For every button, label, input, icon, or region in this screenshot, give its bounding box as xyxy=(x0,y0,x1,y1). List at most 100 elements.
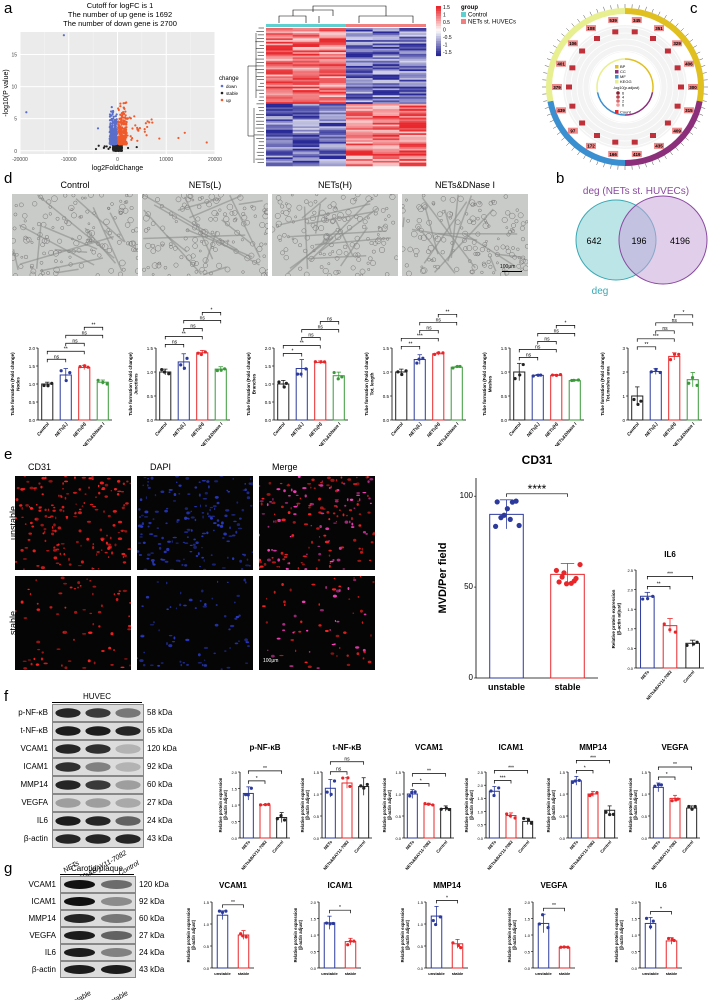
cell xyxy=(12,251,14,255)
signal xyxy=(195,541,199,545)
significance-bracket xyxy=(46,358,67,363)
signal xyxy=(351,522,354,526)
data-point xyxy=(352,939,356,943)
signal xyxy=(56,648,61,650)
y-tick-label: 1.5 xyxy=(231,786,237,791)
color-scale-segment xyxy=(436,13,441,17)
up-point xyxy=(119,120,122,123)
signal xyxy=(101,650,105,652)
heatmap-cell xyxy=(346,93,373,96)
significance-label: ns xyxy=(336,767,342,773)
heatmap-cell xyxy=(346,155,373,158)
heatmap-cell xyxy=(346,110,373,113)
tube xyxy=(54,248,88,254)
heatmap-cell xyxy=(346,91,373,94)
pvalue-box xyxy=(579,48,586,54)
heatmap-cell xyxy=(399,33,427,36)
heatmap-cell xyxy=(399,97,427,100)
count-label: 539 xyxy=(609,18,617,23)
heatmap-cell xyxy=(399,60,427,63)
band xyxy=(100,880,133,889)
signal xyxy=(356,652,360,656)
signal xyxy=(195,555,199,557)
heatmap-cell xyxy=(266,64,293,67)
y-axis-label: Relative protein expression(β-actin adju… xyxy=(400,907,410,962)
stable-point xyxy=(97,144,100,147)
bar xyxy=(652,786,664,839)
signal xyxy=(347,586,350,591)
y-axis-label-line: Tube formation (Fold change) xyxy=(128,352,133,416)
heatmap-cell xyxy=(319,115,347,118)
y-axis-label: Relative protein expression(β-actin adju… xyxy=(218,777,228,832)
up-point xyxy=(120,141,123,144)
signal xyxy=(209,506,214,509)
cell xyxy=(191,198,195,202)
cell xyxy=(73,200,78,205)
signal xyxy=(129,482,131,485)
y-axis-label: Relative protein expression(β-actin adju… xyxy=(546,777,556,832)
tick-mark xyxy=(651,161,654,166)
signal xyxy=(151,560,155,565)
heatmap-cell xyxy=(399,153,427,156)
data-point xyxy=(348,784,352,789)
cell xyxy=(208,216,214,222)
signal xyxy=(88,477,92,480)
signal xyxy=(197,552,200,556)
cell xyxy=(119,203,126,210)
x-tick-label: 0 xyxy=(116,157,119,163)
down-point xyxy=(108,138,111,141)
heatmap-cell xyxy=(346,67,373,70)
data-point xyxy=(415,361,419,365)
signal xyxy=(26,480,30,483)
heatmap-cell xyxy=(372,86,400,89)
data-point xyxy=(573,575,579,582)
data-point xyxy=(632,397,636,402)
signal xyxy=(367,480,370,484)
signal xyxy=(146,553,151,556)
heatmap-cell xyxy=(319,119,347,122)
signal xyxy=(287,511,291,515)
signal xyxy=(293,630,296,633)
y-tick-label: 1.5 xyxy=(559,770,565,775)
y-axis-label: Tube formation (Fold change)Tot.meshes a… xyxy=(600,352,611,416)
cell xyxy=(241,221,247,227)
signal xyxy=(27,659,31,661)
center-disc xyxy=(590,52,660,122)
signal xyxy=(245,564,250,567)
band xyxy=(55,726,81,736)
cell xyxy=(404,263,409,268)
y-axis-label: Relative protein expression(β-actin adju… xyxy=(507,907,517,962)
data-point xyxy=(426,802,431,806)
cell xyxy=(202,257,209,264)
signal xyxy=(194,607,197,610)
data-point xyxy=(282,818,287,822)
data-point xyxy=(331,921,335,926)
cell xyxy=(68,255,72,259)
signal xyxy=(242,489,246,491)
heatmap-cell xyxy=(266,90,293,93)
cell xyxy=(505,210,511,216)
y-tick-label: 1.0 xyxy=(203,922,209,927)
legend-label: up xyxy=(226,98,232,103)
down-point xyxy=(113,134,116,137)
cell xyxy=(264,242,267,246)
bar xyxy=(332,375,345,421)
signal xyxy=(89,503,94,506)
heatmap-cell xyxy=(346,69,373,72)
grid-ring xyxy=(564,26,686,148)
venn-label-deg: deg xyxy=(592,286,609,297)
pvalue-box xyxy=(650,132,656,138)
tick-mark xyxy=(689,39,694,42)
signal xyxy=(72,491,78,494)
signal xyxy=(259,560,263,564)
count-box xyxy=(567,40,578,47)
heatmap-cell xyxy=(266,117,293,120)
data-point xyxy=(431,918,435,923)
signal xyxy=(122,482,126,485)
significance-bracket xyxy=(655,322,694,326)
y-axis-label-line: Relative protein expression xyxy=(400,907,405,962)
count-label: 97 xyxy=(570,129,576,134)
count-box xyxy=(586,25,596,32)
signal xyxy=(182,558,185,561)
signal xyxy=(55,613,60,615)
